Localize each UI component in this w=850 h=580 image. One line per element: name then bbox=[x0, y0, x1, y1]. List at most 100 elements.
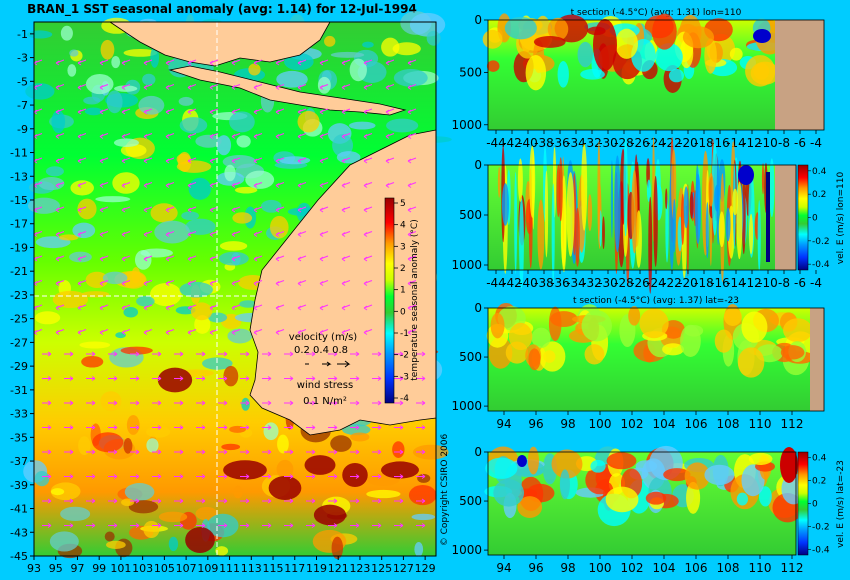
wind-vector bbox=[165, 280, 175, 286]
wind-vector bbox=[121, 182, 131, 188]
wind-vector bbox=[130, 449, 140, 455]
wind-vector bbox=[416, 474, 426, 479]
wind-vector bbox=[209, 84, 219, 90]
wind-vector bbox=[99, 329, 109, 335]
sst-patch bbox=[178, 96, 194, 106]
map-x-tick-label: 129 bbox=[415, 562, 436, 575]
wind-vector bbox=[297, 304, 307, 311]
section-patch bbox=[528, 348, 541, 371]
sst-patch bbox=[120, 143, 147, 157]
panel-x-tick-label: 110 bbox=[749, 561, 772, 575]
wind-vector bbox=[121, 329, 131, 335]
sst-patch bbox=[194, 315, 211, 334]
section-patch bbox=[584, 344, 605, 365]
wind-vector bbox=[152, 474, 162, 479]
sst-patch bbox=[49, 531, 79, 552]
map-x-axis: 93 95 97 99 101 103 105 107 109 111 113 115 117 119 12… bbox=[27, 556, 436, 575]
wind-vector bbox=[297, 182, 307, 188]
wind-vector bbox=[77, 206, 87, 213]
wind-vector bbox=[99, 84, 109, 90]
sst-patch bbox=[350, 432, 370, 442]
sst-patch bbox=[58, 234, 79, 241]
velocity-legend-arrows bbox=[305, 360, 351, 368]
wind-vector bbox=[275, 206, 285, 213]
map-colorbar-label: temperature seasonal anomaly (°C) bbox=[410, 219, 420, 380]
wind-vector bbox=[174, 474, 184, 479]
section-patch bbox=[501, 183, 509, 226]
section-patch bbox=[758, 486, 772, 507]
sst-patch bbox=[78, 436, 91, 455]
section-patch bbox=[614, 155, 621, 253]
panel-x-tick-label: -18 bbox=[694, 276, 714, 290]
wind-vector bbox=[121, 255, 131, 262]
wind-vector bbox=[319, 206, 329, 213]
wind-vector bbox=[319, 255, 329, 262]
wind-vector bbox=[262, 523, 272, 528]
panel-colorbar-tick-label: -0.4 bbox=[812, 545, 830, 555]
wind-vector bbox=[196, 474, 206, 479]
sst-patch bbox=[115, 332, 126, 339]
panel-x-tick-label: -26 bbox=[630, 276, 650, 290]
wind-vector bbox=[253, 59, 263, 66]
panel-y-tick-label: 1000 bbox=[451, 399, 482, 413]
section-patch bbox=[665, 188, 668, 210]
panel-x-tick-label: -44 bbox=[486, 276, 506, 290]
section-patch bbox=[493, 479, 525, 507]
wind-vector bbox=[77, 304, 87, 311]
wind-vector bbox=[350, 425, 360, 430]
panel-x-tick-label: -10 bbox=[758, 136, 778, 150]
velocity-legend-values: 0.2 0.4 0.8 bbox=[294, 345, 348, 356]
panel-x-tick-label: -4 bbox=[810, 136, 822, 150]
panel-2-colorbar-ticks: 0.4 0.2 0 -0.2 -0.4 bbox=[808, 167, 830, 270]
wind-vector bbox=[416, 376, 426, 381]
wind-vector bbox=[372, 400, 382, 406]
section-patch bbox=[547, 17, 569, 41]
wind-vector bbox=[42, 425, 52, 430]
wind-vector bbox=[275, 255, 285, 262]
wind-vector bbox=[99, 59, 109, 66]
map-colorbar-tick-label: 5 bbox=[400, 199, 406, 209]
sst-patch bbox=[81, 291, 110, 298]
map-x-tick-label: 119 bbox=[306, 562, 327, 575]
panel-colorbar-tick-label: 0 bbox=[812, 214, 818, 224]
wind-vector bbox=[121, 59, 131, 66]
wind-vector bbox=[306, 474, 316, 479]
wind-vector bbox=[121, 231, 131, 237]
map-y-tick-label: -19 bbox=[10, 241, 28, 254]
panel-colorbar-tick-label: -0.4 bbox=[812, 260, 830, 270]
wind-vector bbox=[121, 304, 131, 311]
wind-vector bbox=[275, 182, 285, 188]
wind-vector bbox=[165, 157, 175, 164]
panel-x-tick-label: -44 bbox=[486, 136, 506, 150]
sst-patch bbox=[92, 432, 124, 453]
wind-vector bbox=[143, 59, 153, 66]
wind-vector bbox=[196, 449, 206, 455]
sst-patch bbox=[52, 290, 89, 309]
wind-vector bbox=[121, 84, 131, 90]
wind-vector bbox=[77, 280, 87, 286]
section-patch bbox=[705, 202, 709, 259]
wind-vector bbox=[262, 449, 272, 455]
sst-eddy bbox=[157, 367, 193, 393]
sst-patch bbox=[386, 118, 419, 133]
section-patch bbox=[682, 26, 715, 49]
panel-y-tick-label: 0 bbox=[474, 301, 482, 315]
sst-patch bbox=[229, 111, 255, 133]
sst-patch bbox=[134, 249, 152, 270]
wind-vector bbox=[86, 351, 96, 357]
wind-vector bbox=[86, 425, 96, 430]
sst-patch bbox=[207, 312, 228, 323]
wind-vector bbox=[394, 449, 404, 455]
wind-vector bbox=[284, 400, 294, 406]
wind-vector bbox=[394, 400, 404, 406]
wind-vector bbox=[328, 498, 338, 504]
sst-patch bbox=[85, 74, 114, 95]
sst-patch bbox=[239, 300, 258, 308]
wind-vector bbox=[187, 133, 197, 139]
wind-vector bbox=[385, 108, 395, 115]
section-patch bbox=[581, 310, 612, 342]
wind-vector bbox=[407, 304, 417, 311]
wind-vector bbox=[55, 304, 65, 311]
panel-y-tick-label: 0 bbox=[474, 445, 482, 459]
map-y-tick-label: -7 bbox=[17, 99, 28, 112]
